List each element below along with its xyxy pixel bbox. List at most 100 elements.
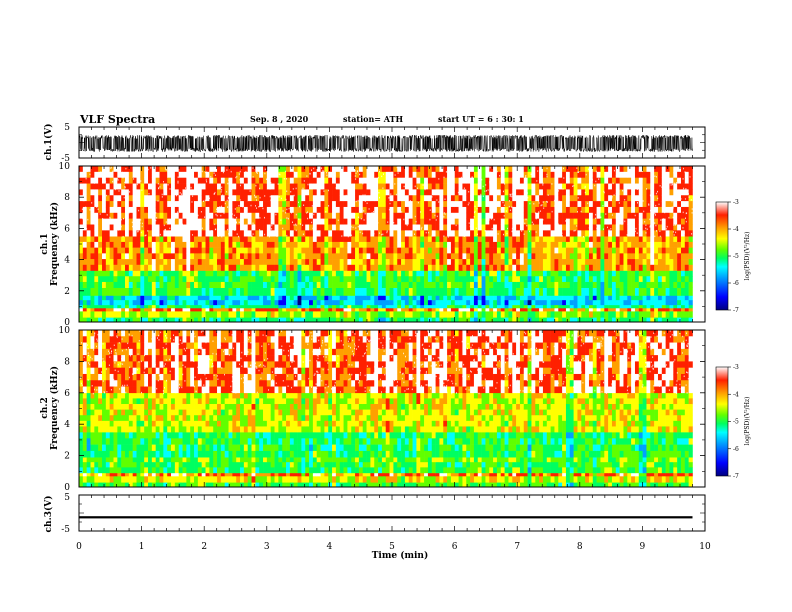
spectrogram-cell bbox=[301, 307, 306, 312]
spectrogram-cell bbox=[128, 281, 133, 288]
spectrogram-cell bbox=[374, 304, 379, 309]
spectrogram-cell bbox=[443, 281, 448, 288]
spectrogram-cell bbox=[324, 236, 329, 243]
spectrogram-cell bbox=[554, 189, 559, 196]
spectrogram-cell bbox=[155, 281, 160, 288]
spectrogram-cell bbox=[171, 195, 176, 202]
spectrogram-cell bbox=[217, 317, 222, 323]
spectrogram-cell bbox=[274, 259, 279, 266]
spectrogram-speckle bbox=[128, 212, 130, 214]
spectrogram-cell bbox=[401, 241, 406, 248]
spectrogram-cell bbox=[151, 247, 156, 254]
spectrogram-cell bbox=[374, 166, 379, 173]
spectrogram-cell bbox=[573, 295, 578, 301]
spectrogram-cell bbox=[132, 287, 137, 296]
spectrogram-cell bbox=[155, 224, 160, 231]
spectrogram-cell bbox=[343, 230, 348, 237]
spectrogram-cell bbox=[481, 236, 486, 243]
spectrogram-cell bbox=[128, 300, 133, 306]
spectrogram-speckle bbox=[230, 170, 232, 173]
spectrogram-cell bbox=[182, 212, 187, 219]
spectrogram-cell bbox=[186, 300, 191, 306]
spectrogram-cell bbox=[646, 317, 651, 323]
spectrogram-cell bbox=[604, 295, 609, 301]
spectrogram-cell bbox=[485, 241, 490, 248]
spectrogram-cell bbox=[673, 300, 678, 306]
spectrogram-cell bbox=[623, 230, 628, 237]
spectrogram-cell bbox=[109, 276, 114, 283]
spectrogram-cell bbox=[404, 264, 410, 271]
spectrogram-cell bbox=[355, 259, 360, 266]
spectrogram-speckle bbox=[533, 203, 535, 205]
spectrogram-cell bbox=[516, 218, 521, 225]
spectrogram-cell bbox=[320, 270, 325, 277]
spectrogram-cell bbox=[408, 166, 413, 173]
spectrogram-cell bbox=[332, 183, 337, 190]
spectrogram-cell bbox=[197, 177, 202, 184]
spectrogram-cell bbox=[443, 311, 448, 318]
spectrogram-cell bbox=[631, 264, 636, 271]
spectrogram-cell bbox=[320, 281, 325, 288]
spectrogram-cell bbox=[378, 195, 383, 202]
spectrogram-cell bbox=[600, 201, 605, 208]
spectrogram-cell bbox=[546, 189, 551, 196]
spectrogram-cell bbox=[496, 166, 502, 173]
spectrogram-cell bbox=[684, 236, 689, 243]
spectrogram-cell bbox=[378, 307, 383, 312]
spectrogram-cell bbox=[638, 281, 643, 288]
spectrogram-speckle bbox=[252, 233, 254, 235]
spectrogram-cell bbox=[577, 177, 582, 184]
spectrogram-speckle bbox=[373, 233, 375, 235]
spectrogram-cell bbox=[243, 287, 248, 296]
spectrogram-cell bbox=[565, 166, 571, 173]
spectrogram-cell bbox=[332, 177, 337, 184]
spectrogram-cell bbox=[608, 166, 613, 173]
spectrogram-cell bbox=[251, 311, 256, 318]
spectrogram-speckle bbox=[516, 217, 518, 220]
spectrogram-cell bbox=[577, 171, 582, 178]
spectrogram-cell bbox=[416, 300, 421, 306]
spectrogram-cell bbox=[236, 270, 241, 277]
spectrogram-speckle bbox=[322, 170, 324, 172]
spectrogram-cell bbox=[565, 224, 571, 231]
spectrogram-cell bbox=[631, 195, 636, 202]
spectrogram-cell bbox=[527, 304, 532, 309]
spectrogram-cell bbox=[677, 311, 682, 318]
spectrogram-cell bbox=[324, 241, 329, 248]
spectrogram-cell bbox=[355, 212, 360, 219]
spectrogram-cell bbox=[550, 300, 555, 306]
spectrogram-cell bbox=[435, 264, 440, 271]
spectrogram-speckle bbox=[401, 211, 403, 213]
spectrogram-cell bbox=[470, 287, 475, 296]
spectrogram-cell bbox=[243, 195, 248, 202]
spectrogram-cell bbox=[236, 253, 241, 260]
spectrogram-cell bbox=[615, 295, 620, 301]
spectrogram-cell bbox=[282, 212, 287, 219]
spectrogram-cell bbox=[496, 247, 502, 254]
spectrogram-speckle bbox=[222, 169, 224, 171]
spectrogram-cell bbox=[263, 300, 268, 306]
spectrogram-cell bbox=[504, 171, 509, 178]
spectrogram-cell bbox=[642, 253, 647, 260]
spectrogram-cell bbox=[163, 241, 168, 248]
spectrogram-cell bbox=[82, 307, 87, 312]
spectrogram-cell bbox=[431, 218, 436, 225]
spectrogram-cell bbox=[289, 218, 295, 225]
spectrogram-cell bbox=[592, 264, 597, 271]
spectrogram-cell bbox=[527, 189, 532, 196]
spectrogram-cell bbox=[255, 206, 260, 214]
spectrogram-cell bbox=[615, 259, 620, 266]
spectrogram-cell bbox=[155, 195, 160, 202]
spectrogram-cell bbox=[500, 241, 505, 248]
spectrogram-cell bbox=[466, 224, 471, 231]
spectrogram-cell bbox=[416, 212, 421, 219]
spectrogram-speckle bbox=[221, 186, 223, 188]
spectrogram-cell bbox=[324, 195, 329, 202]
spectrogram-cell bbox=[500, 253, 505, 260]
spectrogram-cell bbox=[270, 304, 275, 309]
spectrogram-cell bbox=[466, 177, 471, 184]
spectrogram-cell bbox=[220, 230, 225, 237]
spectrogram-cell bbox=[282, 206, 287, 214]
spectrogram-cell bbox=[573, 304, 578, 309]
spectrogram-cell bbox=[358, 218, 364, 225]
